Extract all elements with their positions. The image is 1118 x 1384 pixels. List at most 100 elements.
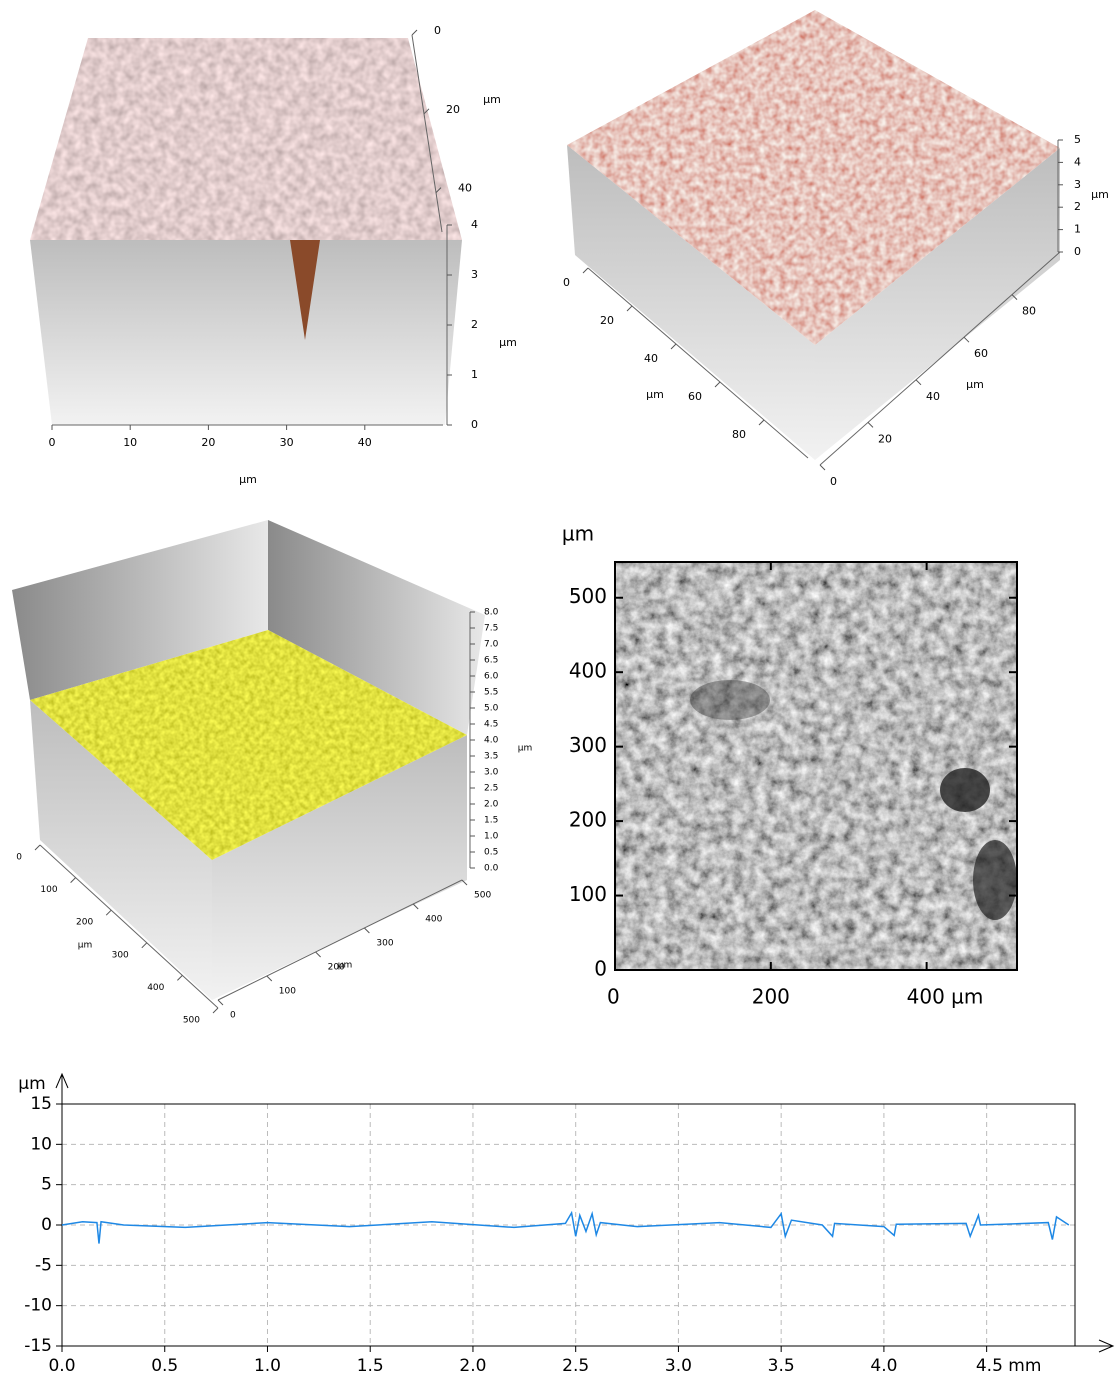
tick-label: 300	[112, 950, 129, 960]
tick-mark	[105, 909, 112, 916]
tick-mark	[315, 951, 321, 958]
tick-label: 3.0	[484, 768, 499, 778]
x-tick-label: 0.5	[151, 1356, 178, 1376]
tick-mark	[411, 29, 418, 36]
tick-label: 0	[471, 418, 478, 431]
tick-label: 4	[1074, 155, 1081, 168]
axis-unit: µm	[483, 93, 501, 106]
tick-label: 80	[732, 428, 746, 441]
tick-mark	[1011, 294, 1018, 300]
tick-label: 20	[201, 436, 215, 449]
x-tick-label: 3.0	[665, 1356, 692, 1376]
left-wall	[30, 700, 212, 1000]
x-tick-label: 1.5	[357, 1356, 384, 1376]
tick-label: 500	[474, 891, 491, 901]
tick-label: 0	[1074, 245, 1081, 258]
y-tick-label: 5	[41, 1175, 52, 1195]
tick-label: 3	[1074, 178, 1081, 191]
tick-mark	[266, 975, 273, 982]
tick-label: 20	[600, 314, 614, 327]
x-tick-label: 4.5 mm	[976, 1356, 1042, 1376]
surface-panel-2	[567, 10, 1060, 460]
left-wall	[567, 145, 815, 460]
x-tick-label: 3.5	[768, 1356, 795, 1376]
pit	[290, 240, 320, 340]
tick-label: 0	[230, 1011, 236, 1021]
right-wall	[815, 148, 1060, 460]
frame	[614, 561, 1018, 971]
tick-label: 200	[76, 918, 93, 928]
tick-label: 1.5	[484, 816, 498, 826]
y-unit: µm	[562, 522, 594, 546]
tick-mark	[217, 999, 224, 1006]
tick-mark	[412, 903, 419, 910]
x-tick-label: 1.0	[254, 1356, 281, 1376]
tick-mark	[819, 464, 826, 471]
y-tick-label: 500	[569, 584, 607, 608]
x-tick-label: 4.0	[870, 1356, 897, 1376]
tick-label: 1	[1074, 223, 1081, 236]
x-tick-label: 400 µm	[907, 985, 984, 1009]
tick-label: 40	[458, 182, 472, 195]
tick-label: 3	[471, 268, 478, 281]
tick-label: 100	[40, 885, 57, 895]
axis-unit: µm	[518, 744, 533, 754]
axis-line	[39, 844, 219, 1009]
axis-unit: µm	[646, 388, 664, 401]
tick-label: 0	[49, 436, 56, 449]
y-tick-label: -5	[35, 1255, 52, 1275]
tick-mark	[867, 422, 874, 428]
back-wall	[12, 520, 268, 700]
axis-unit: µm	[338, 961, 353, 971]
blob	[973, 840, 1017, 920]
tick-mark	[915, 379, 922, 386]
tick-label: 40	[644, 352, 658, 365]
axis-line	[587, 267, 809, 459]
tick-label: 5.0	[484, 704, 499, 714]
surface	[567, 10, 1060, 345]
axis-line	[217, 879, 463, 1001]
tick-label: 500	[183, 1016, 200, 1026]
tick-label: 5	[1074, 133, 1081, 146]
tick-label: 40	[358, 436, 372, 449]
tick-label: 5.5	[484, 688, 498, 698]
axis-unit: µm	[78, 941, 93, 951]
tick-mark	[141, 942, 148, 949]
tick-mark	[212, 1007, 219, 1014]
y-tick-label: 100	[569, 882, 607, 906]
surface	[30, 38, 462, 240]
tick-label: 100	[279, 987, 296, 997]
tick-label: 300	[376, 939, 393, 949]
y-unit: µm	[18, 1074, 45, 1094]
tick-label: 8.0	[484, 608, 499, 618]
tick-label: 0	[563, 276, 570, 289]
x-tick-label: 200	[752, 985, 790, 1009]
axis-line	[819, 251, 1061, 466]
tick-label: 4	[471, 218, 478, 231]
tick-label: 1	[471, 368, 478, 381]
tick-mark	[34, 844, 41, 851]
surface-panel-1	[30, 38, 462, 425]
y-tick-label: 10	[30, 1134, 52, 1154]
tick-mark	[582, 267, 589, 274]
tick-mark	[670, 343, 677, 350]
tick-label: 60	[974, 347, 988, 360]
back-wall	[268, 520, 485, 735]
axis-unit: µm	[966, 378, 984, 391]
tick-label: 7.0	[484, 640, 499, 650]
front-wall	[30, 240, 462, 425]
profile-line	[61, 1210, 1070, 1244]
tick-mark	[70, 877, 76, 883]
tick-label: 20	[446, 103, 460, 116]
tick-mark	[364, 927, 370, 934]
tick-label: 80	[1022, 305, 1036, 318]
y-tick-label: -10	[24, 1296, 52, 1316]
image	[615, 562, 1017, 970]
y-tick-label: 0	[594, 957, 607, 981]
x-tick-label: 0.0	[48, 1356, 75, 1376]
tick-mark	[435, 187, 442, 193]
tick-label: 30	[280, 436, 294, 449]
x-tick-label: 2.5	[562, 1356, 589, 1376]
tick-mark	[626, 305, 633, 312]
